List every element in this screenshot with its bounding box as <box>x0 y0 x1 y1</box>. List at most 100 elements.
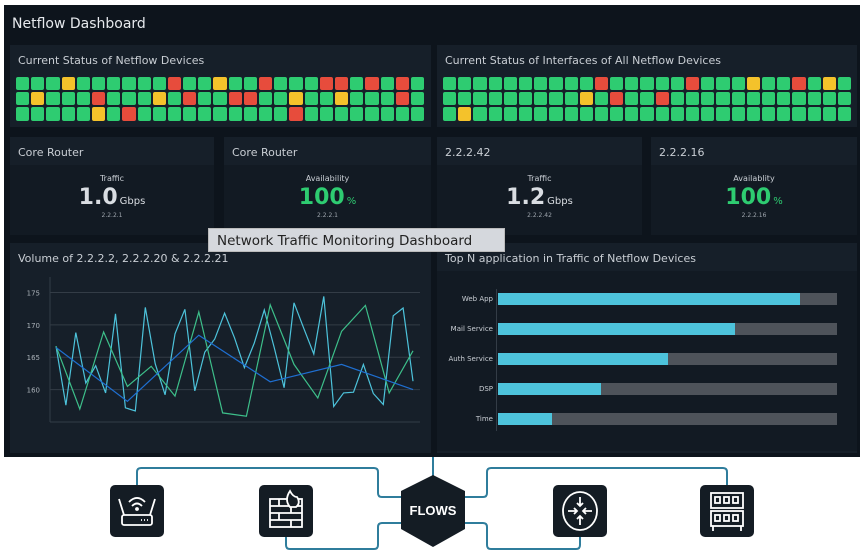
status-cell-up[interactable] <box>610 77 624 91</box>
status-cell-down[interactable] <box>365 77 379 91</box>
status-cell-up[interactable] <box>228 77 242 91</box>
status-cell-up[interactable] <box>107 77 121 91</box>
status-cell-up[interactable] <box>213 107 227 121</box>
status-cell-up[interactable] <box>670 92 684 106</box>
status-cell-up[interactable] <box>761 77 776 91</box>
status-cell-up[interactable] <box>777 92 791 106</box>
status-cell-up[interactable] <box>16 77 30 91</box>
status-cell-up[interactable] <box>777 77 791 91</box>
status-cell-up[interactable] <box>746 92 760 106</box>
status-cell-up[interactable] <box>549 77 563 91</box>
status-cell-up[interactable] <box>701 77 715 91</box>
status-cell-up[interactable] <box>716 77 730 91</box>
status-cell-up[interactable] <box>640 77 654 91</box>
status-cell-up[interactable] <box>473 92 487 106</box>
status-cell-up[interactable] <box>488 92 502 106</box>
status-cell-up[interactable] <box>16 107 30 121</box>
status-cell-warning[interactable] <box>31 92 45 106</box>
status-cell-up[interactable] <box>822 92 836 106</box>
status-cell-down[interactable] <box>395 92 409 106</box>
status-cell-down[interactable] <box>655 92 669 106</box>
status-cell-up[interactable] <box>350 77 364 91</box>
status-cell-up[interactable] <box>137 92 151 106</box>
status-cell-up[interactable] <box>137 107 151 121</box>
status-cell-up[interactable] <box>76 77 90 91</box>
status-cell-up[interactable] <box>503 92 517 106</box>
status-cell-up[interactable] <box>807 77 821 91</box>
status-cell-up[interactable] <box>640 92 654 106</box>
status-cell-up[interactable] <box>822 107 836 121</box>
status-cell-warning[interactable] <box>746 77 760 91</box>
status-cell-up[interactable] <box>31 107 45 121</box>
status-cell-up[interactable] <box>534 107 548 121</box>
status-cell-up[interactable] <box>274 92 288 106</box>
status-cell-warning[interactable] <box>91 107 106 121</box>
status-cell-up[interactable] <box>243 77 257 91</box>
status-cell-warning[interactable] <box>822 77 836 91</box>
status-cell-up[interactable] <box>488 77 502 91</box>
status-cell-up[interactable] <box>443 107 457 121</box>
status-cell-down[interactable] <box>91 92 106 106</box>
status-cell-up[interactable] <box>777 107 791 121</box>
status-cell-up[interactable] <box>579 77 593 91</box>
status-cell-up[interactable] <box>380 92 394 106</box>
status-cell-down[interactable] <box>686 77 700 91</box>
status-cell-up[interactable] <box>410 92 425 106</box>
status-cell-up[interactable] <box>107 107 121 121</box>
status-cell-up[interactable] <box>731 92 745 106</box>
status-cell-up[interactable] <box>473 107 487 121</box>
status-cell-up[interactable] <box>228 107 242 121</box>
status-cell-up[interactable] <box>625 77 639 91</box>
status-cell-up[interactable] <box>443 92 457 106</box>
status-cell-warning[interactable] <box>289 92 303 106</box>
status-cell-up[interactable] <box>304 107 318 121</box>
status-cell-down[interactable] <box>259 77 273 91</box>
status-cell-up[interactable] <box>549 107 563 121</box>
status-cell-up[interactable] <box>443 77 457 91</box>
status-cell-up[interactable] <box>594 92 609 106</box>
status-cell-up[interactable] <box>670 77 684 91</box>
status-cell-up[interactable] <box>534 77 548 91</box>
status-cell-down[interactable] <box>183 92 197 106</box>
status-cell-up[interactable] <box>488 107 502 121</box>
status-cell-up[interactable] <box>395 107 409 121</box>
status-cell-up[interactable] <box>640 107 654 121</box>
status-cell-up[interactable] <box>701 107 715 121</box>
status-cell-up[interactable] <box>655 77 669 91</box>
status-cell-up[interactable] <box>837 92 852 106</box>
status-cell-up[interactable] <box>761 92 776 106</box>
status-cell-up[interactable] <box>46 77 60 91</box>
status-cell-up[interactable] <box>380 77 394 91</box>
status-cell-up[interactable] <box>564 77 578 91</box>
status-cell-warning[interactable] <box>334 92 349 106</box>
status-cell-up[interactable] <box>518 77 533 91</box>
status-cell-up[interactable] <box>350 92 364 106</box>
status-cell-up[interactable] <box>792 107 806 121</box>
status-cell-warning[interactable] <box>213 77 227 91</box>
status-cell-up[interactable] <box>107 92 121 106</box>
status-cell-down[interactable] <box>594 77 609 91</box>
status-cell-up[interactable] <box>122 77 136 91</box>
status-cell-up[interactable] <box>16 92 30 106</box>
status-cell-up[interactable] <box>380 107 394 121</box>
status-cell-warning[interactable] <box>579 92 593 106</box>
status-cell-up[interactable] <box>46 92 60 106</box>
status-cell-down[interactable] <box>334 77 349 91</box>
status-cell-up[interactable] <box>655 107 669 121</box>
status-cell-up[interactable] <box>807 107 821 121</box>
status-cell-up[interactable] <box>594 107 609 121</box>
status-cell-up[interactable] <box>716 107 730 121</box>
status-cell-up[interactable] <box>625 107 639 121</box>
status-cell-up[interactable] <box>350 107 364 121</box>
status-cell-up[interactable] <box>122 92 136 106</box>
status-cell-up[interactable] <box>319 92 333 106</box>
status-cell-down[interactable] <box>228 92 242 106</box>
status-cell-up[interactable] <box>625 92 639 106</box>
status-cell-up[interactable] <box>731 107 745 121</box>
status-cell-up[interactable] <box>198 107 212 121</box>
status-cell-up[interactable] <box>410 77 425 91</box>
status-cell-up[interactable] <box>365 107 379 121</box>
status-cell-up[interactable] <box>167 107 182 121</box>
status-cell-up[interactable] <box>46 107 60 121</box>
status-cell-up[interactable] <box>792 92 806 106</box>
